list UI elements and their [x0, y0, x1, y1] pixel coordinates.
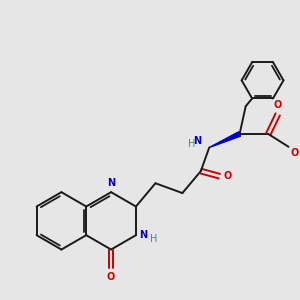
Polygon shape [209, 132, 241, 148]
Text: O: O [224, 171, 232, 181]
Text: N: N [107, 178, 115, 188]
Text: N: N [194, 136, 202, 146]
Text: N: N [139, 230, 147, 240]
Text: O: O [274, 100, 282, 110]
Text: O: O [290, 148, 298, 158]
Text: H: H [188, 139, 195, 149]
Text: O: O [107, 272, 115, 283]
Text: H: H [150, 234, 158, 244]
